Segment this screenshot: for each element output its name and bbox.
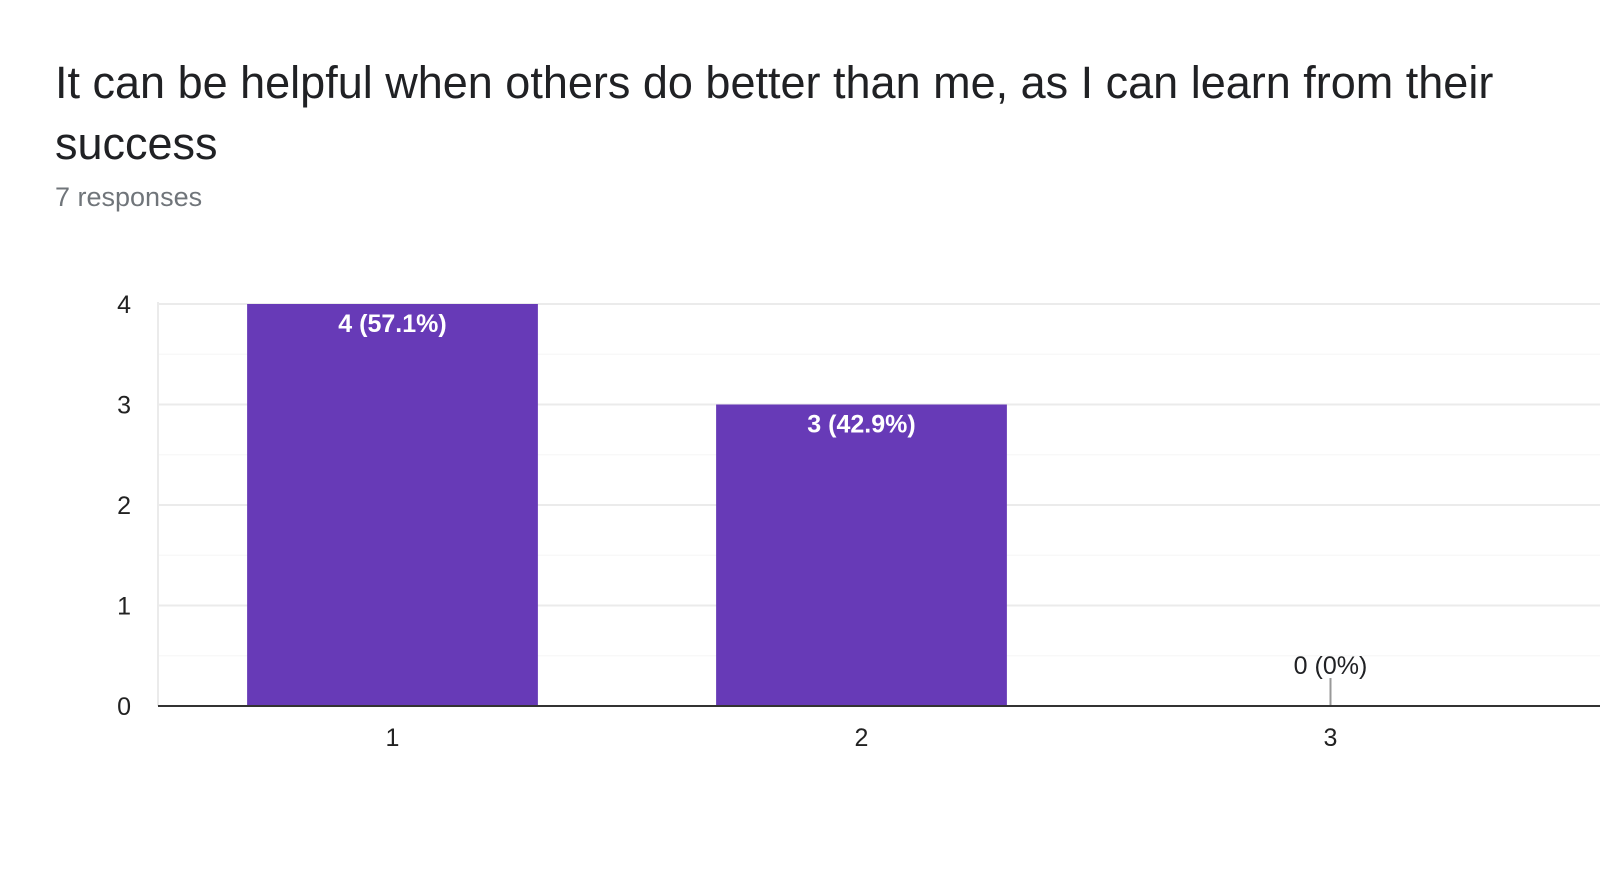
- y-tick-label: 3: [117, 392, 131, 420]
- bar-data-label: 0 (0%): [1294, 652, 1368, 680]
- bar: [247, 304, 538, 706]
- y-tick-label: 2: [117, 492, 131, 520]
- y-tick-label: 4: [117, 291, 131, 319]
- question-title: It can be helpful when others do better …: [55, 57, 1494, 169]
- x-tick-label: 2: [855, 724, 869, 752]
- bar-data-label: 4 (57.1%): [338, 310, 446, 338]
- y-tick-label: 1: [117, 593, 131, 621]
- bar: [716, 404, 1007, 706]
- x-tick-label: 3: [1324, 724, 1338, 752]
- bar-data-label: 3 (42.9%): [807, 411, 915, 439]
- y-tick-label: 0: [117, 693, 131, 721]
- response-count: 7 responses: [55, 182, 203, 212]
- bars: [247, 304, 1332, 706]
- labels: 0 1 2 3 4 4 (57.1%) 1 3 (42.9%) 2 0 (0%) 3: [117, 291, 1367, 752]
- x-tick-label: 1: [386, 724, 400, 752]
